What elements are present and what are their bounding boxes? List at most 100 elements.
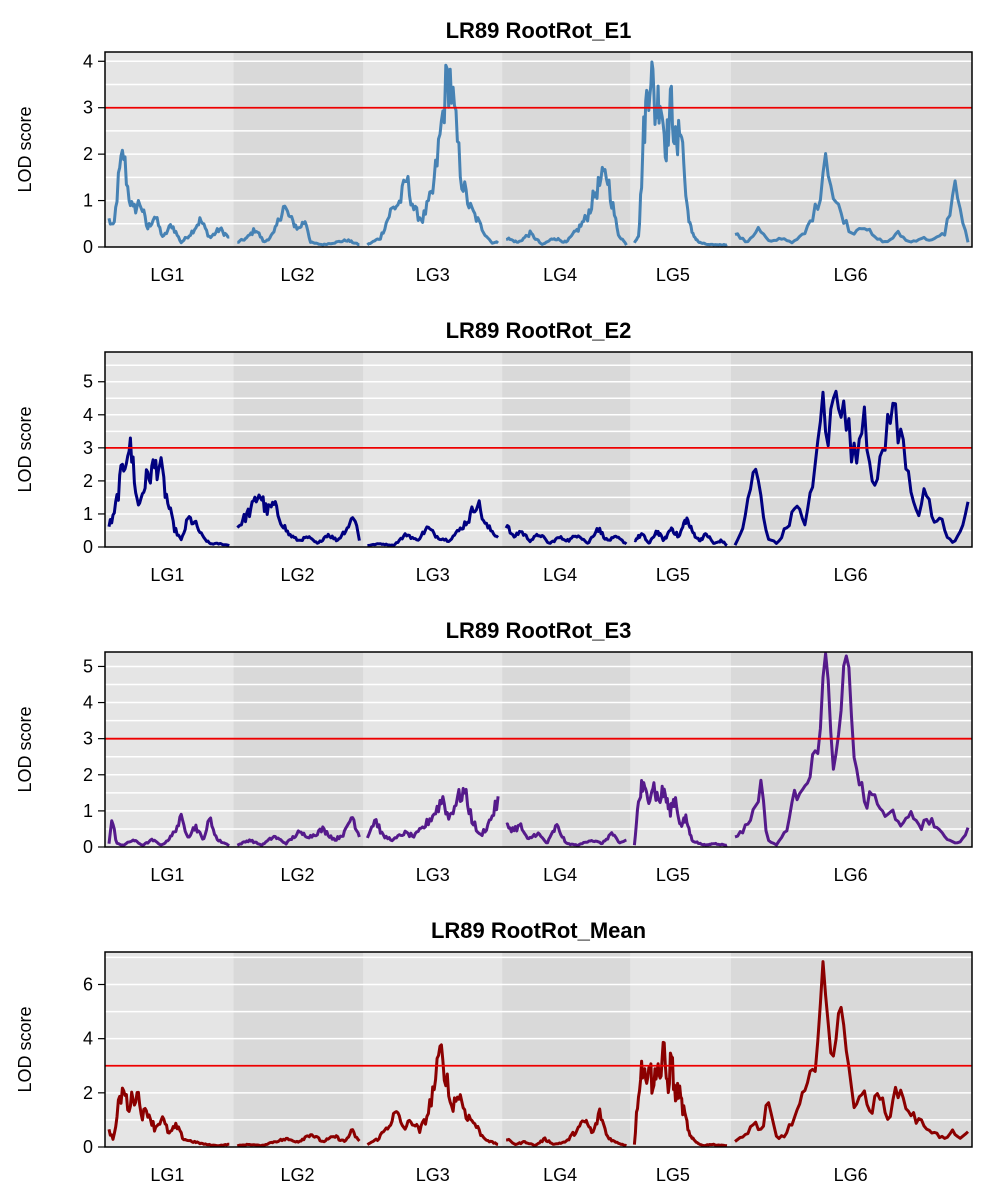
chromosome-band bbox=[363, 52, 503, 247]
chromosome-label: LG6 bbox=[834, 565, 868, 585]
chromosome-label: LG4 bbox=[543, 865, 577, 885]
panel-1: LR89 RootRot_E1 LOD score 0 1 2 3 4 LG1 LG2 LG3 LG… bbox=[15, 18, 973, 285]
y-tick-label: 4 bbox=[83, 51, 93, 71]
chromosome-label: LG6 bbox=[834, 1165, 868, 1185]
y-tick-label: 0 bbox=[83, 1137, 93, 1157]
lod-line-lg5 bbox=[633, 516, 728, 547]
chromosome-label: LG5 bbox=[656, 265, 690, 285]
lod-line-lg1 bbox=[107, 812, 230, 847]
lod-line-lg3 bbox=[366, 786, 500, 843]
lod-line-lg5 bbox=[632, 1040, 728, 1148]
y-axis-label: LOD score bbox=[15, 1006, 35, 1092]
chromosome-label: LG3 bbox=[416, 865, 450, 885]
panel-title: LR89 RootRot_E3 bbox=[446, 618, 632, 643]
lod-line-lg3 bbox=[367, 499, 500, 548]
y-tick-label: 1 bbox=[83, 504, 93, 524]
y-tick-label: 5 bbox=[83, 656, 93, 676]
y-tick-label: 4 bbox=[83, 1029, 93, 1049]
plot-frame bbox=[104, 351, 973, 548]
chromosome-label: LG5 bbox=[656, 1165, 690, 1185]
lod-line-lg2 bbox=[236, 816, 361, 847]
y-tick-label: 3 bbox=[83, 438, 93, 458]
lod-line-lg1 bbox=[107, 436, 230, 548]
y-tick-label: 0 bbox=[83, 237, 93, 257]
lod-line-lg6 bbox=[733, 389, 970, 546]
chromosome-band bbox=[502, 52, 631, 247]
y-tick-label: 1 bbox=[83, 801, 93, 821]
lod-line-lg4 bbox=[505, 1107, 628, 1148]
chromosome-label: LG2 bbox=[280, 1165, 314, 1185]
plot-frame bbox=[104, 651, 973, 848]
panel-2: LR89 RootRot_E2 LOD score 0 1 2 3 4 5 LG1 LG2 LG3 L… bbox=[15, 318, 973, 585]
y-tick-label: 4 bbox=[83, 693, 93, 713]
y-axis-label: LOD score bbox=[15, 106, 35, 192]
panel-title: LR89 RootRot_Mean bbox=[431, 918, 646, 943]
lod-line-lg3 bbox=[366, 1043, 499, 1146]
panel-4: LR89 RootRot_Mean LOD score 0 2 4 6 LG1 LG2 LG3 L… bbox=[15, 918, 973, 1185]
chromosome-band bbox=[630, 652, 731, 847]
chromosome-band bbox=[730, 652, 972, 847]
chromosome-label: LG5 bbox=[656, 565, 690, 585]
y-tick-label: 0 bbox=[83, 837, 93, 857]
chromosome-label: LG6 bbox=[834, 865, 868, 885]
lod-line-lg5 bbox=[632, 779, 728, 847]
y-tick-label: 6 bbox=[83, 975, 93, 995]
chromosome-label: LG3 bbox=[416, 565, 450, 585]
lod-line-lg2 bbox=[236, 493, 361, 545]
chromosome-band bbox=[630, 52, 731, 247]
chromosome-label: LG3 bbox=[416, 265, 450, 285]
chromosome-label: LG1 bbox=[150, 1165, 184, 1185]
panel-title: LR89 RootRot_E2 bbox=[446, 318, 632, 343]
y-tick-label: 2 bbox=[83, 144, 93, 164]
lod-line-lg6 bbox=[734, 960, 970, 1143]
plot-frame bbox=[104, 951, 973, 1148]
chromosome-label: LG2 bbox=[280, 865, 314, 885]
chromosome-band bbox=[233, 652, 364, 847]
chromosome-label: LG2 bbox=[280, 265, 314, 285]
y-axis-label: LOD score bbox=[15, 406, 35, 492]
y-tick-label: 3 bbox=[83, 729, 93, 749]
lod-line-lg2 bbox=[236, 1128, 361, 1148]
chromosome-label: LG2 bbox=[280, 565, 314, 585]
y-tick-label: 2 bbox=[83, 471, 93, 491]
plot-frame bbox=[104, 51, 973, 248]
chromosome-band bbox=[105, 52, 234, 247]
lod-line-lg4 bbox=[504, 524, 628, 546]
chromosome-band bbox=[105, 952, 234, 1147]
y-tick-label: 2 bbox=[83, 1083, 93, 1103]
panel-3: LR89 RootRot_E3 LOD score 0 1 2 3 4 5 LG1 LG2 LG3 L… bbox=[15, 618, 973, 885]
chromosome-label: LG4 bbox=[543, 1165, 577, 1185]
chromosome-label: LG3 bbox=[416, 1165, 450, 1185]
lod-line-lg2 bbox=[237, 204, 360, 247]
chromosome-band bbox=[502, 952, 631, 1147]
lod-line-lg1 bbox=[107, 1086, 230, 1148]
chromosome-band bbox=[363, 952, 503, 1147]
chromosome-band bbox=[730, 52, 972, 247]
chromosome-band bbox=[105, 652, 234, 847]
chromosome-band bbox=[502, 652, 631, 847]
panel-title: LR89 RootRot_E1 bbox=[446, 18, 632, 43]
chromosome-label: LG4 bbox=[543, 565, 577, 585]
y-tick-label: 3 bbox=[83, 98, 93, 118]
chromosome-band bbox=[233, 952, 364, 1147]
chromosome-band bbox=[233, 52, 364, 247]
y-tick-label: 5 bbox=[83, 372, 93, 392]
lod-line-lg4 bbox=[505, 165, 628, 246]
y-tick-label: 0 bbox=[83, 537, 93, 557]
lod-line-lg3 bbox=[366, 63, 500, 246]
chromosome-label: LG1 bbox=[150, 565, 184, 585]
y-axis-label: LOD score bbox=[15, 706, 35, 792]
chromosome-label: LG1 bbox=[150, 265, 184, 285]
y-tick-label: 1 bbox=[83, 191, 93, 211]
lod-line-lg5 bbox=[633, 60, 728, 247]
chromosome-label: LG6 bbox=[834, 265, 868, 285]
lod-line-lg6 bbox=[734, 652, 970, 847]
lod-line-lg1 bbox=[107, 148, 230, 245]
chromosome-label: LG4 bbox=[543, 265, 577, 285]
y-tick-label: 4 bbox=[83, 405, 93, 425]
lod-line-lg6 bbox=[734, 152, 970, 245]
chromosome-label: LG1 bbox=[150, 865, 184, 885]
chromosome-band bbox=[730, 952, 972, 1147]
chromosome-label: LG5 bbox=[656, 865, 690, 885]
